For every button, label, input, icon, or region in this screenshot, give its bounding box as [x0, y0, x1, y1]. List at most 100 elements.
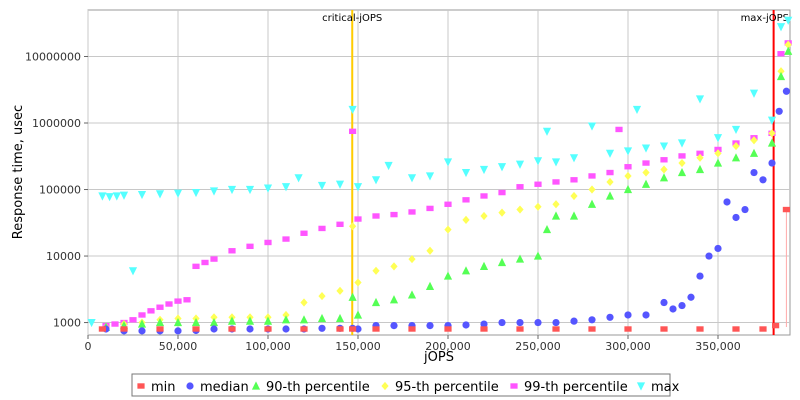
- min-point: [516, 326, 524, 332]
- 95-th-percentile-point: [552, 200, 560, 209]
- median-point: [723, 198, 731, 206]
- 90-th-percentile-point: [317, 313, 327, 323]
- 99-th-percentile-point: [147, 308, 155, 314]
- 99-th-percentile-point: [534, 181, 542, 187]
- 99-th-percentile-point: [228, 248, 236, 254]
- max-point: [695, 95, 705, 104]
- 99-th-percentile-point: [606, 169, 614, 176]
- max-point: [407, 174, 417, 183]
- x-tick-label: 50,000: [159, 340, 198, 353]
- 99-th-percentile-point: [349, 128, 357, 135]
- 99-th-percentile-point: [282, 236, 290, 242]
- 95-th-percentile-point: [210, 313, 218, 322]
- 90-th-percentile-point: [155, 317, 165, 327]
- 95-th-percentile-point: [480, 211, 488, 221]
- 90-th-percentile-point: [749, 148, 759, 157]
- max-point: [542, 127, 552, 136]
- 99-th-percentile-point: [390, 211, 398, 218]
- legend-label-min: min: [151, 380, 176, 395]
- max-point: [128, 267, 138, 276]
- y-tick-label: 10000: [46, 250, 81, 263]
- max-point: [533, 157, 543, 166]
- max-point: [384, 161, 393, 171]
- max-point: [173, 189, 183, 198]
- max-point: [371, 176, 381, 185]
- median-point: [390, 321, 398, 330]
- max-point: [137, 190, 147, 200]
- 90-th-percentile-point: [605, 191, 615, 200]
- 90-th-percentile-point: [497, 257, 507, 267]
- median-point: [775, 107, 783, 115]
- median-point: [714, 244, 722, 253]
- series-95-th-percentile: [102, 40, 792, 332]
- 95-th-percentile-point: [678, 158, 686, 168]
- 99-th-percentile-point: [183, 297, 191, 303]
- max-point: [587, 122, 597, 131]
- max-point: [569, 154, 579, 163]
- median-point: [210, 325, 218, 333]
- data-points: [87, 16, 793, 335]
- 95-th-percentile-point: [300, 298, 308, 307]
- min-point: [228, 326, 236, 332]
- y-tick-label: 1000: [53, 317, 81, 330]
- legend-label-max: max: [651, 380, 680, 395]
- 90-th-percentile-point: [776, 71, 786, 81]
- 90-th-percentile-point: [623, 184, 633, 194]
- 90-th-percentile-point: [695, 164, 705, 174]
- max-point: [443, 158, 453, 167]
- 90-th-percentile-point: [659, 173, 669, 182]
- max-point: [227, 185, 237, 195]
- max-point: [119, 191, 129, 200]
- max-point: [784, 16, 793, 25]
- 99-th-percentile-point: [201, 259, 209, 266]
- min-point: [156, 326, 164, 332]
- min-point: [480, 326, 488, 332]
- median-point: [782, 87, 791, 95]
- 90-th-percentile-point: [587, 199, 597, 208]
- 99-th-percentile-point: [426, 205, 434, 212]
- 90-th-percentile-point: [371, 297, 381, 307]
- 90-th-percentile-point: [348, 292, 357, 301]
- 90-th-percentile-point: [479, 261, 489, 270]
- 95-th-percentile-point: [390, 262, 398, 271]
- 99-th-percentile-point: [138, 312, 146, 318]
- 99-th-percentile-point: [300, 230, 308, 236]
- median-point: [570, 317, 578, 325]
- 90-th-percentile-point: [569, 211, 579, 220]
- median-point: [138, 327, 146, 335]
- min-point: [336, 326, 344, 332]
- 95-th-percentile-point: [642, 168, 650, 177]
- 95-th-percentile-point: [750, 136, 758, 145]
- 90-th-percentile-point: [227, 316, 237, 325]
- max-point: [461, 168, 471, 178]
- max-point: [713, 134, 723, 143]
- max-point: [105, 193, 114, 202]
- marker-label: max-jOPS: [741, 13, 789, 24]
- max-point: [479, 165, 489, 175]
- 95-th-percentile-point: [354, 278, 362, 287]
- 95-th-percentile-point: [282, 310, 290, 320]
- 99-th-percentile-point: [111, 321, 119, 327]
- 99-th-percentile-point: [444, 201, 452, 207]
- 99-th-percentile-point: [642, 160, 650, 166]
- min-point: [120, 326, 128, 332]
- 90-th-percentile-point: [389, 295, 399, 304]
- max-point: [263, 184, 273, 193]
- 95-th-percentile-point: [318, 291, 326, 301]
- 95-th-percentile-point: [768, 129, 776, 138]
- 90-th-percentile-point: [425, 281, 435, 290]
- 99-th-percentile-point: [264, 239, 272, 246]
- max-point: [87, 318, 96, 328]
- legend: min median 90-th percentile 95-th percentil…: [131, 373, 680, 397]
- legend-swatch-p90: [251, 381, 261, 390]
- grid-lines: [87, 10, 790, 335]
- 95-th-percentile-point: [336, 286, 344, 295]
- 90-th-percentile-point: [515, 254, 525, 263]
- min-point: [349, 326, 357, 332]
- legend-swatch-p95: [381, 381, 389, 391]
- y-axis-title: Response time, usec: [11, 105, 26, 239]
- median-point: [660, 298, 668, 307]
- median-point: [552, 318, 560, 327]
- max-point: [632, 105, 642, 115]
